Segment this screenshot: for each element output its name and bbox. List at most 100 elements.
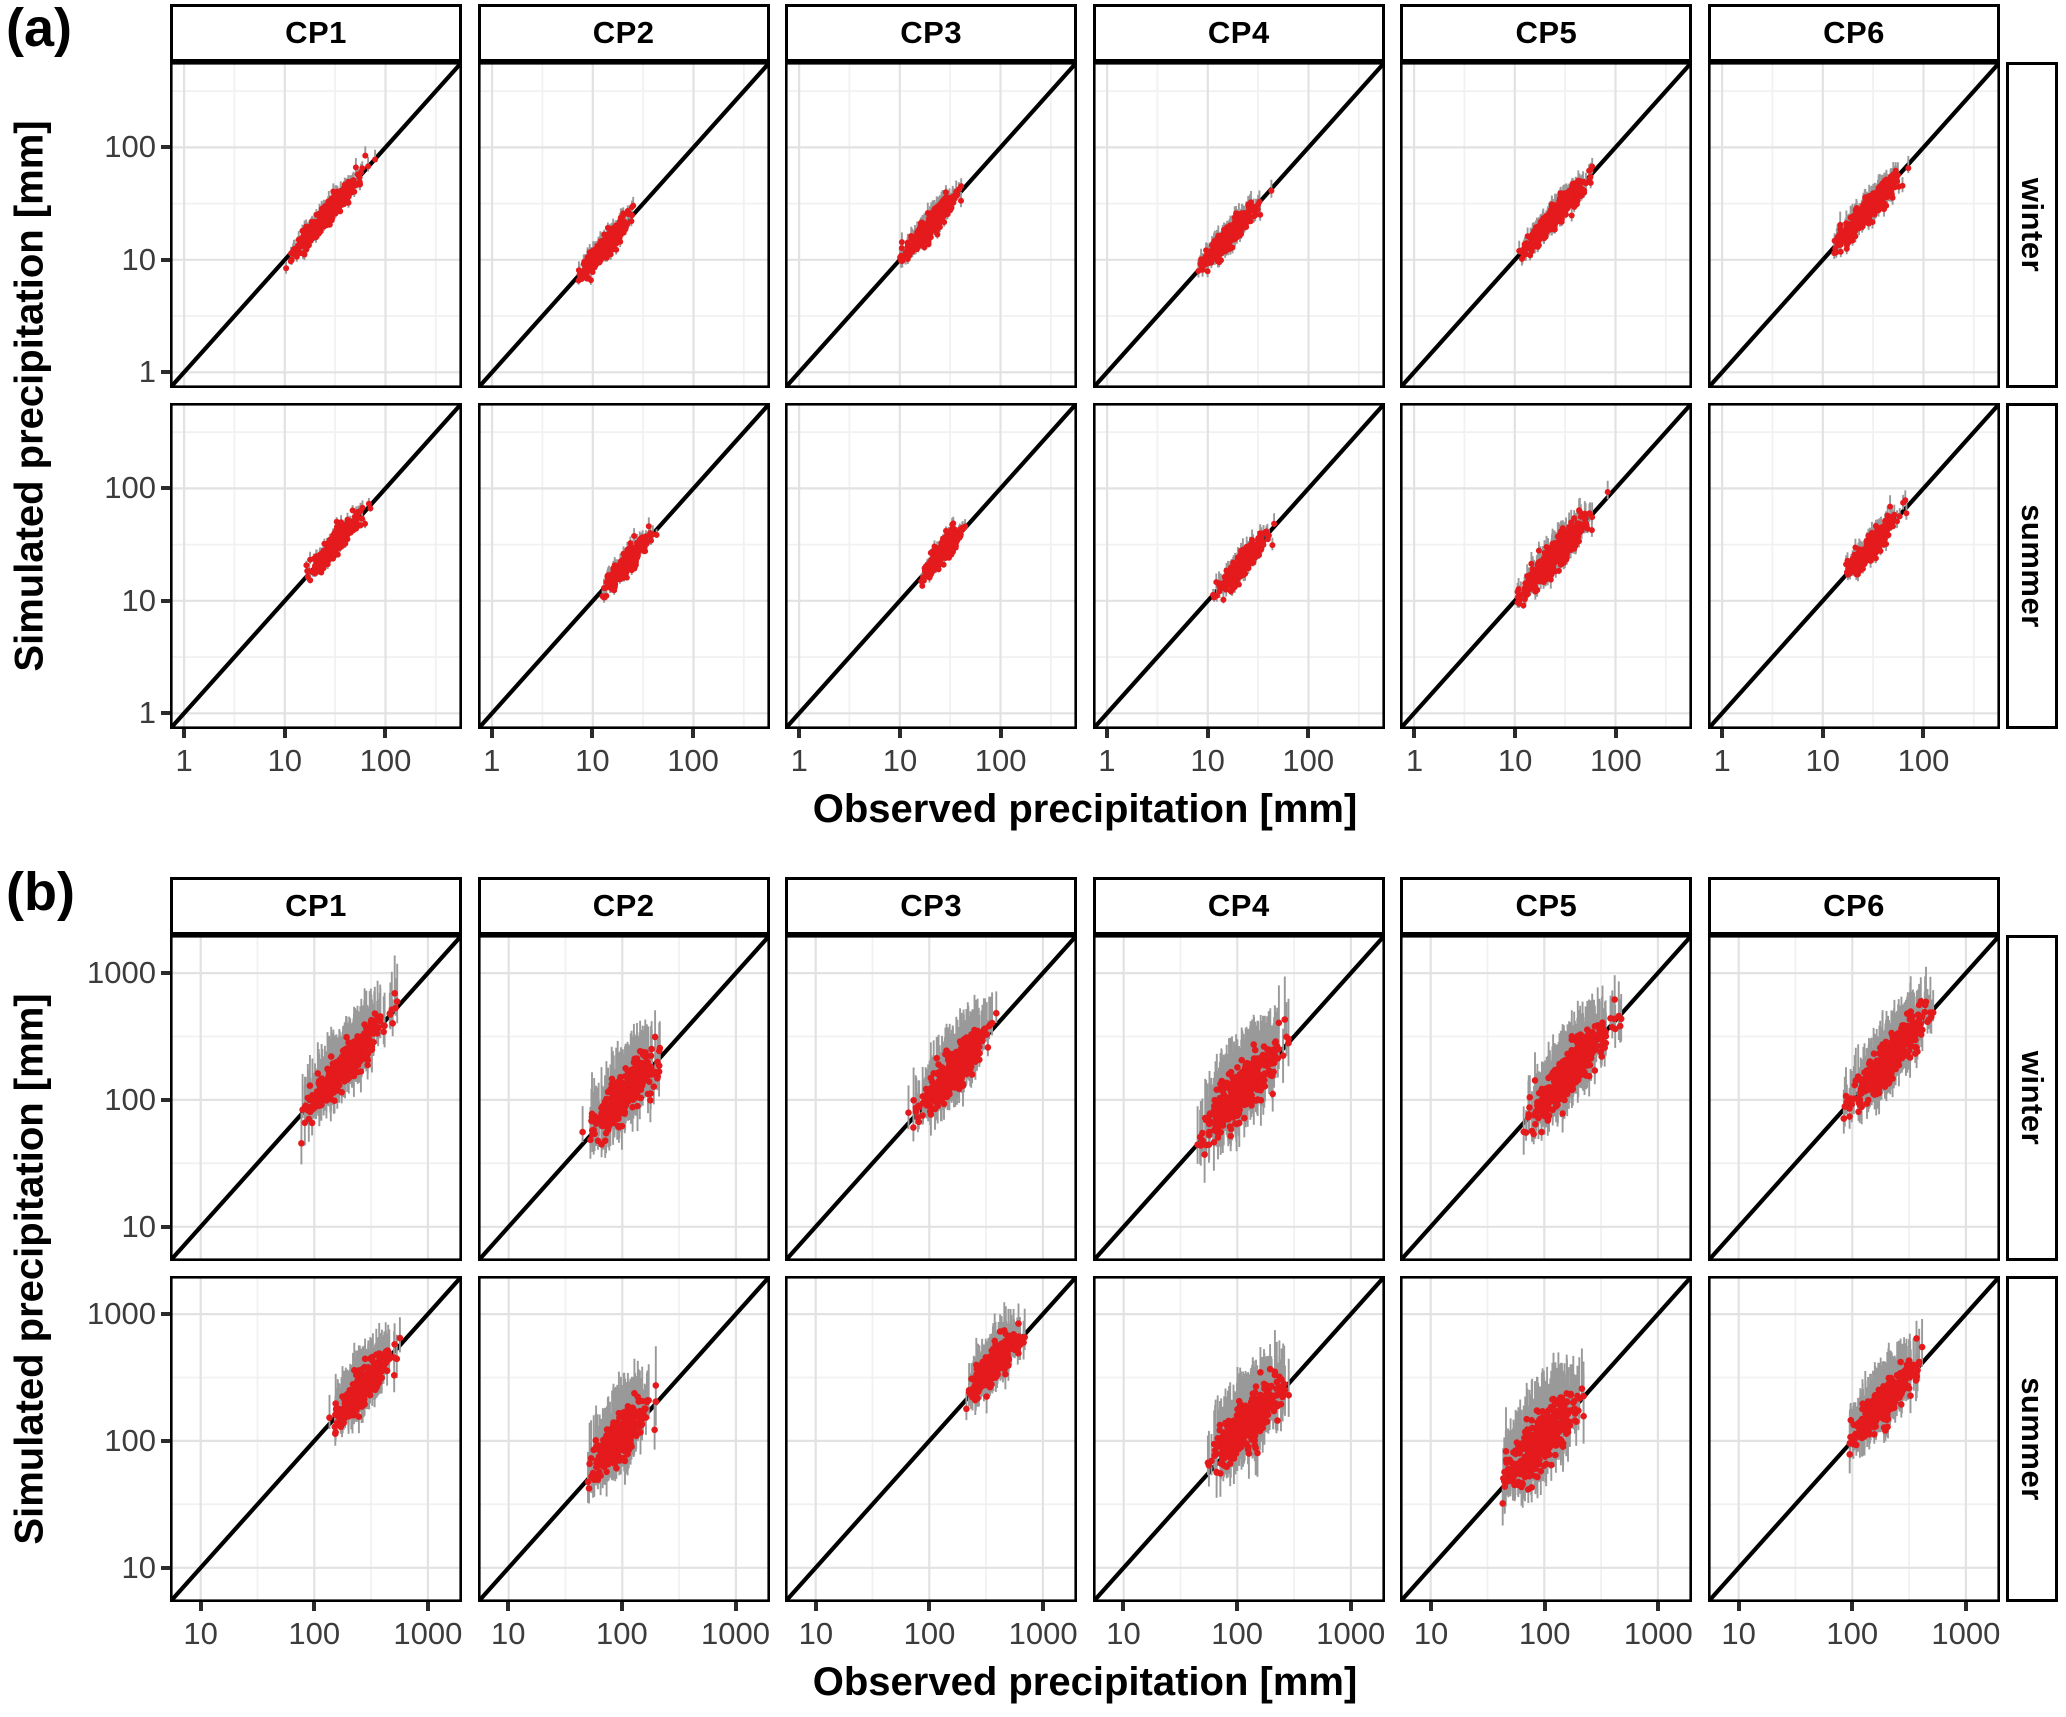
strip-a-CP4: CP4 [1092,4,1385,62]
strip-a-CP3: CP3 [785,4,1078,62]
panel-border [1092,934,1385,1261]
facet-plot-a-CP1-summer [168,401,464,731]
xtick-mark [1205,729,1210,738]
panel-border [1707,61,2000,388]
data-points [1499,1385,1588,1507]
strip-b-summer: summer [2006,1276,2058,1602]
xtick-b-CP3-100: 100 [903,1616,956,1651]
xtick-mark [1235,1602,1240,1611]
facet-svg-b-CP4-summer [1091,1274,1387,1604]
xtick-mark [1736,1602,1741,1611]
facet-svg-b-CP5-summer [1398,1274,1694,1604]
xtick-mark [198,1602,203,1611]
panel-border [477,1275,770,1602]
facet-plot-b-CP1-winter [168,933,464,1263]
ytick-a-winter-10: 10 [121,241,156,277]
xtick-mark [1041,1602,1046,1611]
panel-border [1707,1275,2000,1602]
gridlines [477,62,770,388]
facet-svg-a-CP1-summer [168,401,464,731]
panel-b-y-axis-title: Simulated precipitation [mm] [7,992,52,1545]
data-points [283,152,379,272]
xtick-mark [312,1602,317,1611]
xtick-a-CP1-10: 10 [267,743,303,778]
xtick-a-CP2-10: 10 [575,743,610,778]
xtick-b-CP6-1000: 1000 [1931,1616,2001,1651]
facet-svg-b-CP1-winter [168,933,464,1263]
xtick-mark [1921,729,1926,738]
xtick-mark [1820,729,1825,738]
data-points [1843,497,1910,578]
xtick-a-CP5-100: 100 [1590,743,1642,778]
xtick-a-CP1-100: 100 [359,743,412,778]
facet-plot-b-CP2-winter [476,933,772,1263]
panel-border [169,1275,462,1602]
xtick-b-CP6-100: 100 [1826,1616,1879,1651]
data-points [326,1334,404,1437]
panel-border [1400,934,1693,1261]
facet-svg-a-CP5-winter [1398,60,1694,390]
facet-plot-a-CP4-summer [1091,401,1387,731]
xtick-mark [1348,1602,1353,1611]
facet-svg-b-CP6-winter [1706,933,2002,1263]
xtick-mark [1850,1602,1855,1611]
facet-plot-b-CP2-summer [476,1274,772,1604]
gridlines [170,935,462,1261]
data-points [1195,187,1275,275]
data-points [1846,1335,1926,1458]
facet-svg-b-CP5-winter [1398,933,1694,1263]
ytick-a-summer-100: 100 [104,470,156,506]
ytick-mark [161,145,170,150]
xtick-mark [797,729,802,738]
facet-plot-a-CP6-summer [1706,401,2002,731]
facet-plot-b-CP3-winter [783,933,1079,1263]
panel-border [785,934,1078,1261]
panel-b-x-axis-title: Observed precipitation [mm] [812,1660,1358,1704]
facet-plot-a-CP3-winter [783,60,1079,390]
facet-svg-b-CP4-winter [1091,933,1387,1263]
xtick-b-CP5-10: 10 [1413,1616,1449,1651]
xtick-b-CP2-100: 100 [596,1616,648,1651]
xtick-b-CP4-10: 10 [1106,1616,1141,1651]
ytick-mark [161,370,170,375]
data-points [303,500,374,584]
xtick-a-CP3-1: 1 [790,743,808,778]
strip-b-CP1: CP1 [170,877,462,935]
data-points [584,1382,659,1492]
gridlines [1400,403,1693,729]
strip-b-winter-text: winter [2015,1050,2051,1146]
data-points [599,523,660,601]
data-points [905,1009,1000,1131]
data-points [575,202,636,284]
ytick-mark [161,486,170,491]
xtick-a-CP6-10: 10 [1805,743,1841,778]
xtick-b-CP3-1000: 1000 [1008,1616,1078,1651]
xtick-mark [1963,1602,1968,1611]
xtick-a-CP6-1: 1 [1713,743,1731,778]
data-points [1514,489,1612,609]
xtick-mark [619,1602,624,1611]
ytick-b-summer-1000: 1000 [87,1295,156,1331]
panel-border [1092,1275,1385,1602]
facet-svg-a-CP5-summer [1398,401,1694,731]
panel-a-x-axis-title: Observed precipitation [mm] [812,787,1358,831]
strip-a-CP6: CP6 [1708,4,2000,62]
xtick-a-CP6-100: 100 [1897,743,1950,778]
panel-border [785,1275,1078,1602]
panel-border [1707,402,2000,729]
facet-svg-a-CP2-winter [476,60,772,390]
data-points [1194,1016,1292,1158]
xtick-a-CP4-1: 1 [1098,743,1116,778]
one-to-one-line [783,1274,1079,1604]
xtick-mark [1306,729,1311,738]
ytick-a-summer-10: 10 [121,582,156,618]
xtick-mark [1429,1602,1434,1611]
strip-b-CP2: CP2 [477,877,770,935]
ytick-mark [161,1312,170,1317]
facet-svg-a-CP2-summer [476,401,772,731]
facet-svg-b-CP6-summer [1706,1274,2002,1604]
panel-border [785,61,1078,388]
gridlines [1400,62,1693,388]
strip-a-summer: summer [2006,403,2058,729]
